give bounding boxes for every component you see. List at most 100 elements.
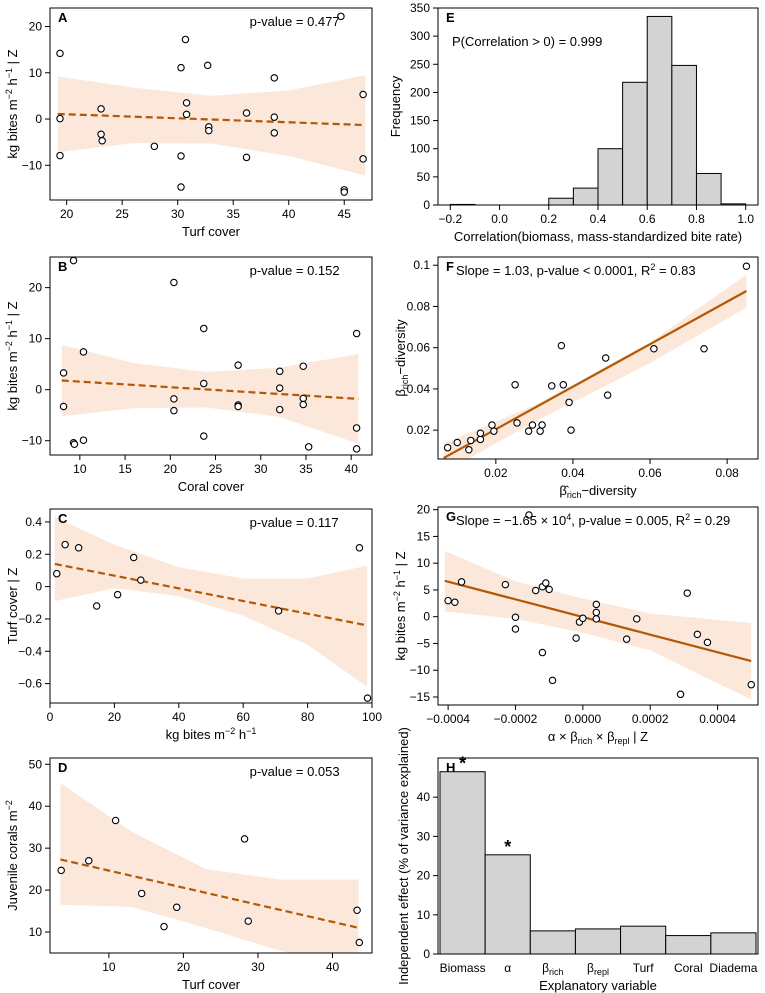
y-tick-label-g: 15 (417, 529, 431, 543)
panel-label-c: C (58, 511, 68, 526)
data-point-b (352, 424, 361, 432)
data-point-b (170, 278, 178, 287)
data-point-c (129, 553, 138, 562)
x-tick-label-c: 60 (237, 710, 251, 724)
x-tick-label-d: 40 (326, 960, 340, 974)
data-point-f (488, 421, 496, 429)
panel-f: 0.02 0.04 0.06 0.08 0.02 0.04 0.06 0.08 0.1 β̂ric… (393, 256, 759, 500)
data-point-f (524, 427, 533, 435)
y-tick-label-d: 30 (29, 841, 43, 855)
y-axis-label-b: kg bites m−2 h−1 | Z (4, 301, 20, 410)
data-point-f (528, 421, 537, 429)
histogram-bar (597, 148, 624, 206)
x-tick-label-a: 35 (227, 207, 241, 221)
data-point-b (234, 402, 242, 411)
y-tick-label-f: 0.1 (413, 258, 430, 272)
x-tick-label-g: 0.0002 (632, 712, 669, 726)
x-tick-label-a: 40 (282, 207, 296, 221)
histogram-bar (622, 81, 648, 206)
panel-label-g: G (446, 509, 456, 524)
x-tick-label-e: −0.2 (438, 212, 462, 226)
data-point-a (340, 188, 348, 196)
x-tick-label-a: 25 (115, 207, 129, 221)
y-tick-label-e: 200 (410, 85, 430, 99)
data-point-f (700, 344, 708, 353)
data-point-g (592, 608, 601, 617)
data-point-g (531, 586, 540, 595)
data-point-f (742, 262, 751, 271)
effect-bar (665, 935, 712, 955)
category-label: Turf (633, 961, 655, 975)
data-point-g (525, 511, 533, 519)
data-point-d (240, 835, 249, 843)
data-point-g (538, 648, 547, 657)
x-tick-label-f: 0.04 (561, 466, 585, 480)
x-tick-label-e: 1.0 (737, 212, 754, 226)
data-point-a (177, 152, 185, 160)
panel-g: −0.0004 −0.0002 0.0000 0.0002 0.0004 −15 −10 −5… (392, 503, 759, 746)
data-point-g (444, 596, 452, 605)
confidence-band-g (444, 550, 752, 700)
y-tick-label-d: 40 (29, 799, 43, 813)
data-point-g (592, 615, 601, 623)
data-point-b (352, 445, 361, 453)
significance-marker: * (459, 754, 466, 774)
y-axis-label-c: Turf cover | Z (5, 568, 20, 645)
category-label: Diadema (709, 961, 757, 975)
data-point-c (137, 576, 145, 584)
plot-frame-a (49, 7, 373, 201)
x-axis-label-h: Explanatory variable (539, 978, 657, 993)
x-tick-label-g: −0.0004 (426, 712, 470, 726)
data-point-a (242, 109, 251, 117)
effect-bar (529, 930, 576, 955)
data-point-b (234, 361, 242, 369)
category-label: Coral (674, 961, 703, 975)
y-tick-label-g: −5 (416, 636, 430, 650)
data-point-b (352, 329, 361, 338)
data-point-b (170, 406, 178, 415)
x-axis-label-c: kg bites m−2 h−1 (166, 726, 257, 742)
stat-annotation-b: p-value = 0.152 (250, 263, 340, 278)
y-axis-label-f: βrich−diversity (393, 319, 410, 397)
histogram-bar (646, 15, 673, 206)
data-point-d (85, 856, 93, 865)
plot-frame-c (49, 508, 373, 704)
y-tick-label-c: −0.4 (18, 644, 42, 658)
x-axis-label-f: β̂rich−diversity (559, 483, 637, 500)
panel-label-d: D (58, 760, 67, 775)
data-point-b (200, 432, 208, 440)
x-tick-label-e: 0.8 (688, 212, 705, 226)
x-tick-label-a: 30 (171, 207, 185, 221)
x-axis-label-a: Turf cover (182, 224, 241, 239)
y-tick-label-c: 0.2 (25, 547, 42, 561)
data-point-c (113, 590, 122, 599)
x-tick-label-b: 15 (118, 462, 132, 476)
y-tick-label-e: 50 (417, 170, 431, 184)
data-point-f (453, 438, 462, 447)
panel-h: * Biomass * α βrich βrepl Turf Coral Diadema 0 10 2… (396, 727, 759, 993)
data-point-a (205, 126, 213, 135)
data-point-c (355, 544, 364, 552)
data-point-a (270, 129, 279, 137)
x-tick-label-e: 0.2 (540, 212, 557, 226)
y-tick-label-e: 100 (410, 142, 430, 156)
trend-line-b (61, 379, 359, 400)
data-point-a (97, 105, 105, 113)
effect-bar (439, 771, 486, 955)
y-tick-label-c: 0 (35, 580, 42, 594)
data-point-f (476, 429, 485, 437)
panel-label-b: B (58, 259, 67, 274)
x-tick-label-c: 40 (172, 710, 186, 724)
data-point-b (170, 395, 178, 403)
category-label: βrepl (587, 961, 609, 977)
histogram-bar (548, 197, 574, 206)
data-point-g (501, 580, 510, 589)
stat-annotation-a: p-value = 0.477 (250, 14, 340, 29)
confidence-band-c (54, 517, 368, 687)
y-tick-label-h: 20 (417, 869, 431, 883)
y-tick-label-f: 0.06 (407, 341, 431, 355)
data-point-d (355, 938, 364, 947)
data-point-a (181, 35, 190, 44)
x-axis-label-d: Turf cover (182, 977, 241, 992)
